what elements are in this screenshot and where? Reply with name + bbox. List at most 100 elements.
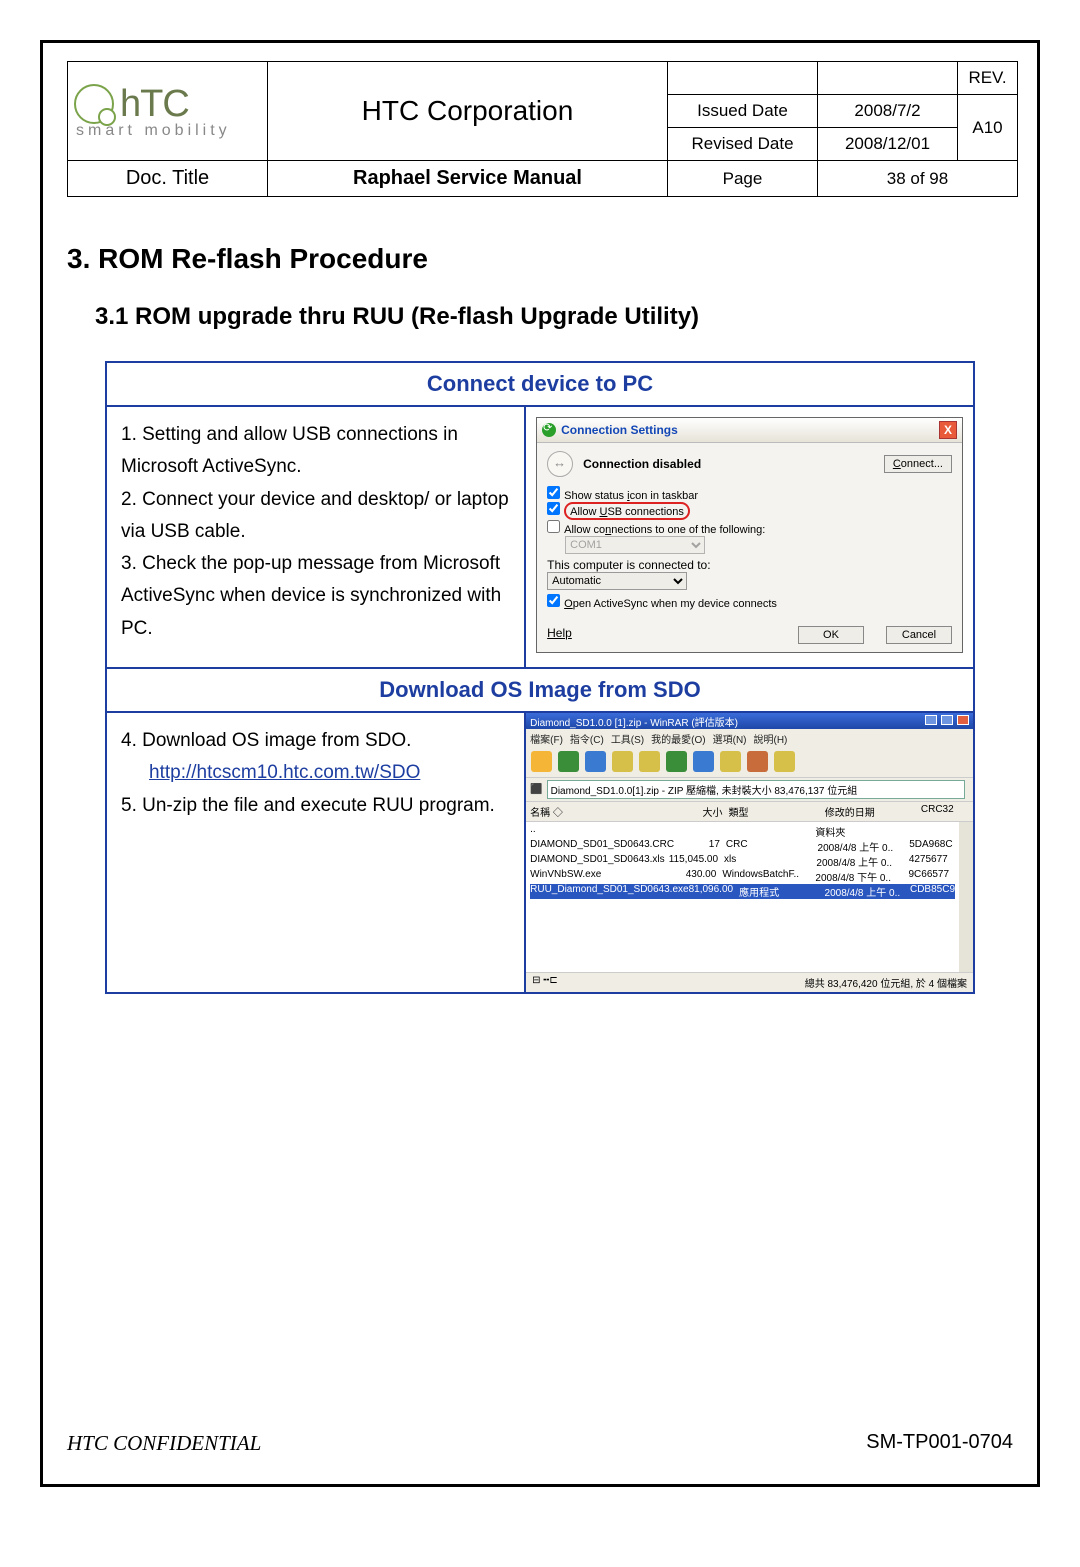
- screenshot-cell-1: Connection Settings X Connection disable…: [525, 406, 974, 668]
- menu-item[interactable]: 選項(N): [713, 731, 747, 746]
- address-field[interactable]: Diamond_SD1.0.0[1].zip - ZIP 壓縮檔, 未封裝大小 …: [547, 780, 965, 799]
- status-bar: ⊟ ╍⊏ 總共 83,476,420 位元組, 於 4 個檔案: [526, 972, 973, 992]
- status-icon: [547, 451, 573, 477]
- activesync-dialog: Connection Settings X Connection disable…: [536, 417, 963, 653]
- toolbar-icon[interactable]: [531, 751, 552, 772]
- close-icon[interactable]: X: [939, 421, 957, 439]
- file-list: ..資料夾 DIAMOND_SD01_SD0643.CRC17CRC2008/4…: [526, 822, 973, 972]
- window-controls: [924, 715, 969, 728]
- file-row[interactable]: WinVNbSW.exe430.00WindowsBatchF..2008/4/…: [530, 869, 955, 884]
- status-right: 總共 83,476,420 位元組, 於 4 個檔案: [805, 975, 967, 990]
- subsection-heading: 3.1 ROM upgrade thru RUU (Re-flash Upgra…: [95, 303, 1013, 331]
- toolbar-icon[interactable]: [639, 751, 660, 772]
- chk-open-activesync[interactable]: [547, 594, 560, 607]
- sdo-link[interactable]: http://htcscm10.htc.com.tw/SDO: [149, 762, 420, 783]
- connected-to-label: This computer is connected to:: [547, 558, 952, 572]
- com-port-select[interactable]: COM1: [565, 536, 705, 554]
- highlight-oval: Allow USB connections: [564, 502, 690, 520]
- logo-bug-icon: [74, 84, 114, 124]
- step-2: 2. Connect your device and desktop/ or l…: [121, 484, 510, 549]
- procedure-table: Connect device to PC 1. Setting and allo…: [105, 361, 975, 994]
- rev-label: REV.: [958, 62, 1018, 95]
- toolbar: [526, 748, 973, 778]
- winrar-window: Diamond_SD1.0.0 [1].zip - WinRAR (評估版本) …: [526, 713, 973, 992]
- ok-button[interactable]: OK: [798, 626, 864, 644]
- chk-usb[interactable]: [547, 502, 560, 515]
- help-link[interactable]: Help: [547, 626, 572, 644]
- doc-title-value: Raphael Service Manual: [268, 161, 668, 197]
- toolbar-icon[interactable]: [693, 751, 714, 772]
- winrar-title-text: Diamond_SD1.0.0 [1].zip - WinRAR (評估版本): [530, 714, 738, 729]
- col-crc[interactable]: CRC32: [921, 804, 969, 819]
- step-5: 5. Un-zip the file and execute RUU progr…: [121, 790, 510, 822]
- cancel-button[interactable]: Cancel: [886, 626, 952, 644]
- minimize-icon[interactable]: [925, 715, 937, 725]
- proc-header-1: Connect device to PC: [106, 362, 974, 406]
- dialog-titlebar: Connection Settings X: [537, 418, 962, 443]
- rev-value: A10: [958, 95, 1018, 161]
- column-headers: 名稱 ◇ 大小 類型 修改的日期 CRC32: [526, 802, 973, 822]
- screenshot-cell-2: Diamond_SD1.0.0 [1].zip - WinRAR (評估版本) …: [525, 712, 974, 993]
- doc-number: SM-TP001-0704: [866, 1431, 1013, 1456]
- revised-date-value: 2008/12/01: [818, 128, 958, 161]
- htc-logo: hTC smart mobility: [74, 83, 261, 140]
- steps-cell-1: 1. Setting and allow USB connections in …: [106, 406, 525, 668]
- menu-item[interactable]: 檔案(F): [530, 731, 563, 746]
- logo-cell: hTC smart mobility: [68, 62, 268, 161]
- file-row[interactable]: DIAMOND_SD01_SD0643.CRC17CRC2008/4/8 上午 …: [530, 839, 955, 854]
- blank-cell-2: [818, 62, 958, 95]
- toolbar-icon[interactable]: [666, 751, 687, 772]
- network-select[interactable]: Automatic: [547, 572, 687, 590]
- blank-cell: [668, 62, 818, 95]
- menu-item[interactable]: 工具(S): [611, 731, 644, 746]
- maximize-icon[interactable]: [941, 715, 953, 725]
- winrar-titlebar: Diamond_SD1.0.0 [1].zip - WinRAR (評估版本): [526, 713, 973, 729]
- issued-date-label: Issued Date: [668, 95, 818, 128]
- header-table: hTC smart mobility HTC Corporation REV. …: [67, 61, 1018, 197]
- chk-usb-label: Allow USB connections: [570, 506, 684, 518]
- chk-allow-conn-label: Allow connections to one of the followin…: [564, 524, 765, 536]
- toolbar-icon[interactable]: [720, 751, 741, 772]
- page-frame: hTC smart mobility HTC Corporation REV. …: [40, 40, 1040, 1487]
- close-window-icon[interactable]: [957, 715, 969, 725]
- confidential-label: HTC CONFIDENTIAL: [67, 1431, 261, 1456]
- menu-item[interactable]: 說明(H): [754, 731, 788, 746]
- activesync-icon: [542, 423, 556, 437]
- toolbar-icon[interactable]: [774, 751, 795, 772]
- dialog-title: Connection Settings: [561, 423, 678, 437]
- step-3: 3. Check the pop-up message from Microso…: [121, 548, 510, 645]
- toolbar-icon[interactable]: [558, 751, 579, 772]
- toolbar-icon[interactable]: [747, 751, 768, 772]
- menu-item[interactable]: 指令(C): [570, 731, 604, 746]
- toolbar-icon[interactable]: [585, 751, 606, 772]
- page-label: Page: [668, 161, 818, 197]
- corporation-name: HTC Corporation: [268, 62, 668, 161]
- col-type[interactable]: 類型: [729, 804, 825, 819]
- footer: HTC CONFIDENTIAL SM-TP001-0704: [67, 1431, 1013, 1456]
- page-value: 38 of 98: [818, 161, 1018, 197]
- section-heading: 3. ROM Re-flash Procedure: [67, 243, 1013, 275]
- step-1: 1. Setting and allow USB connections in …: [121, 419, 510, 484]
- chk-allow-conn[interactable]: [547, 520, 560, 533]
- col-size[interactable]: 大小: [674, 804, 728, 819]
- menu-bar: 檔案(F) 指令(C) 工具(S) 我的最愛(O) 選項(N) 說明(H): [526, 729, 973, 748]
- chk-status-icon[interactable]: [547, 486, 560, 499]
- col-date[interactable]: 修改的日期: [825, 804, 921, 819]
- toolbar-icon[interactable]: [612, 751, 633, 772]
- connection-status: Connection disabled: [583, 457, 701, 471]
- status-left: ⊟ ╍⊏: [532, 975, 558, 990]
- steps-cell-2: 4. Download OS image from SDO. http://ht…: [106, 712, 525, 993]
- issued-date-value: 2008/7/2: [818, 95, 958, 128]
- doc-title-label: Doc. Title: [68, 161, 268, 197]
- file-row-selected[interactable]: RUU_Diamond_SD01_SD0643.exe81,096.00應用程式…: [530, 884, 955, 899]
- menu-item[interactable]: 我的最愛(O): [651, 731, 705, 746]
- file-row[interactable]: DIAMOND_SD01_SD0643.xls115,045.00xls2008…: [530, 854, 955, 869]
- revised-date-label: Revised Date: [668, 128, 818, 161]
- file-row[interactable]: ..資料夾: [530, 824, 955, 839]
- step-4: 4. Download OS image from SDO.: [121, 725, 510, 757]
- logo-mark: hTC: [120, 83, 189, 126]
- address-bar: ⬛ Diamond_SD1.0.0[1].zip - ZIP 壓縮檔, 未封裝大…: [526, 778, 973, 802]
- col-name[interactable]: 名稱 ◇: [530, 804, 674, 819]
- logo-tagline: smart mobility: [76, 122, 231, 140]
- connect-button[interactable]: Connect...: [884, 455, 952, 473]
